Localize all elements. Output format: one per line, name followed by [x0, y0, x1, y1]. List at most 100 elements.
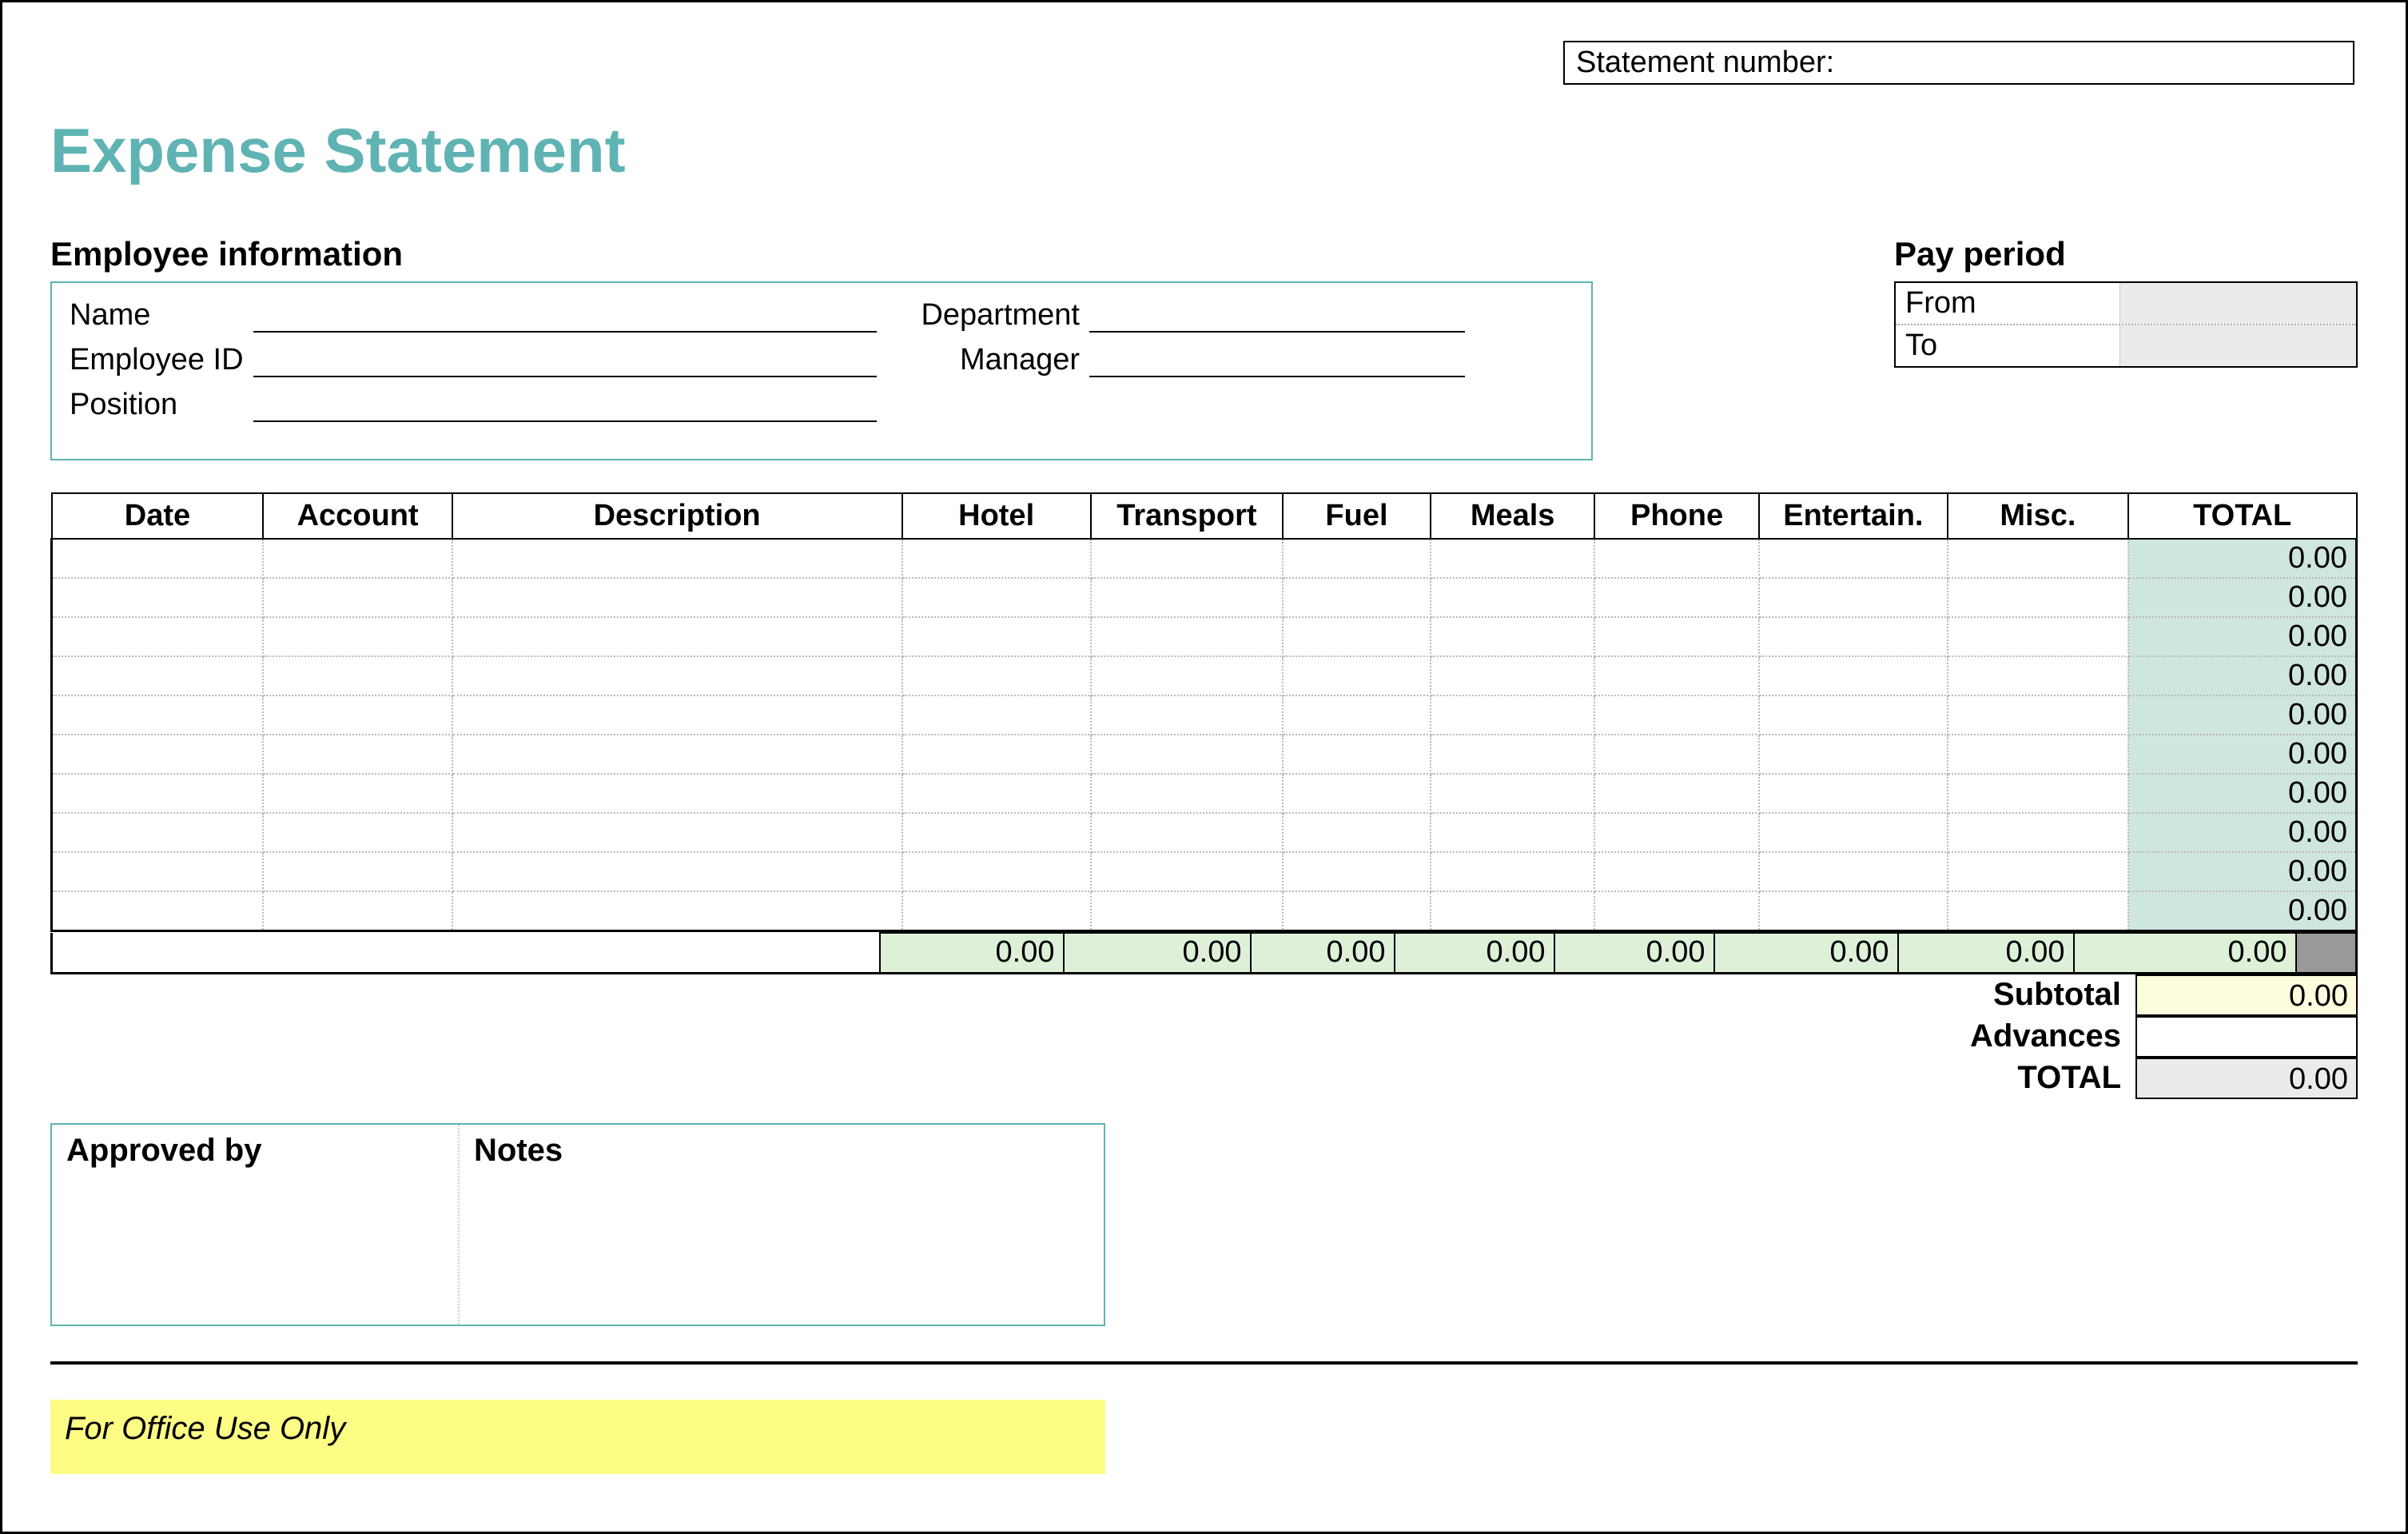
manager-field[interactable] — [1089, 342, 1465, 377]
table-cell[interactable] — [1431, 578, 1594, 617]
table-cell[interactable] — [1948, 852, 2128, 891]
table-cell[interactable] — [1283, 852, 1431, 891]
advances-value[interactable] — [2135, 1016, 2358, 1058]
table-cell[interactable] — [452, 539, 902, 578]
table-cell[interactable] — [452, 735, 902, 774]
table-cell[interactable] — [1594, 695, 1758, 735]
position-field[interactable] — [253, 387, 877, 422]
table-cell[interactable] — [902, 813, 1091, 852]
table-cell[interactable] — [452, 891, 902, 931]
table-cell[interactable] — [452, 578, 902, 617]
table-cell[interactable] — [263, 695, 452, 735]
table-cell[interactable] — [1594, 891, 1758, 931]
table-cell[interactable] — [452, 617, 902, 656]
table-cell[interactable] — [1594, 774, 1758, 813]
table-cell[interactable] — [1283, 774, 1431, 813]
table-cell[interactable] — [1431, 656, 1594, 695]
table-cell[interactable] — [52, 578, 264, 617]
table-cell[interactable] — [1283, 891, 1431, 931]
table-cell[interactable] — [263, 813, 452, 852]
table-cell[interactable] — [1948, 539, 2128, 578]
table-cell[interactable] — [902, 578, 1091, 617]
table-cell[interactable] — [1594, 539, 1758, 578]
table-cell[interactable] — [1091, 852, 1283, 891]
statement-number-box[interactable]: Statement number: — [1563, 41, 2354, 85]
table-cell[interactable] — [1594, 656, 1758, 695]
table-cell[interactable] — [1431, 539, 1594, 578]
table-cell[interactable] — [52, 774, 264, 813]
name-field[interactable] — [253, 297, 877, 333]
table-cell[interactable] — [1431, 813, 1594, 852]
table-cell[interactable] — [1948, 695, 2128, 735]
table-cell[interactable] — [1091, 735, 1283, 774]
table-cell[interactable] — [1759, 617, 1948, 656]
table-cell[interactable] — [52, 891, 264, 931]
table-cell[interactable] — [1091, 774, 1283, 813]
table-cell[interactable] — [1283, 578, 1431, 617]
table-cell[interactable] — [902, 852, 1091, 891]
table-cell[interactable] — [1948, 891, 2128, 931]
table-cell[interactable] — [1759, 539, 1948, 578]
table-cell[interactable] — [1091, 891, 1283, 931]
table-cell[interactable] — [1431, 695, 1594, 735]
table-cell[interactable] — [263, 891, 452, 931]
table-cell[interactable] — [52, 539, 264, 578]
table-cell[interactable] — [902, 891, 1091, 931]
table-cell[interactable] — [1759, 656, 1948, 695]
pay-from-field[interactable] — [2119, 283, 2356, 324]
table-cell[interactable] — [1948, 813, 2128, 852]
table-cell[interactable] — [1283, 617, 1431, 656]
table-cell[interactable] — [1283, 656, 1431, 695]
table-cell[interactable] — [1283, 695, 1431, 735]
table-cell[interactable] — [1594, 813, 1758, 852]
pay-to-field[interactable] — [2119, 325, 2356, 366]
table-cell[interactable] — [263, 617, 452, 656]
table-cell[interactable] — [1091, 578, 1283, 617]
table-cell[interactable] — [452, 813, 902, 852]
table-cell[interactable] — [1431, 617, 1594, 656]
table-cell[interactable] — [1431, 735, 1594, 774]
table-cell[interactable] — [1759, 695, 1948, 735]
table-cell[interactable] — [1091, 656, 1283, 695]
table-cell[interactable] — [52, 617, 264, 656]
table-cell[interactable] — [52, 656, 264, 695]
table-cell[interactable] — [902, 735, 1091, 774]
table-cell[interactable] — [52, 695, 264, 735]
table-cell[interactable] — [452, 852, 902, 891]
table-cell[interactable] — [263, 656, 452, 695]
table-cell[interactable] — [902, 695, 1091, 735]
table-cell[interactable] — [902, 656, 1091, 695]
table-cell[interactable] — [1594, 617, 1758, 656]
table-cell[interactable] — [902, 539, 1091, 578]
employee-id-field[interactable] — [253, 342, 877, 377]
table-cell[interactable] — [263, 852, 452, 891]
table-cell[interactable] — [1759, 735, 1948, 774]
table-cell[interactable] — [1594, 735, 1758, 774]
table-cell[interactable] — [1091, 695, 1283, 735]
table-cell[interactable] — [1948, 578, 2128, 617]
table-cell[interactable] — [52, 735, 264, 774]
table-cell[interactable] — [1759, 852, 1948, 891]
table-cell[interactable] — [1283, 813, 1431, 852]
table-cell[interactable] — [452, 695, 902, 735]
table-cell[interactable] — [263, 735, 452, 774]
table-cell[interactable] — [1594, 852, 1758, 891]
table-cell[interactable] — [902, 617, 1091, 656]
table-cell[interactable] — [1759, 813, 1948, 852]
table-cell[interactable] — [1283, 539, 1431, 578]
table-cell[interactable] — [452, 774, 902, 813]
table-cell[interactable] — [1283, 735, 1431, 774]
table-cell[interactable] — [1759, 578, 1948, 617]
table-cell[interactable] — [1948, 617, 2128, 656]
table-cell[interactable] — [1431, 852, 1594, 891]
table-cell[interactable] — [1091, 617, 1283, 656]
table-cell[interactable] — [263, 578, 452, 617]
table-cell[interactable] — [1091, 539, 1283, 578]
table-cell[interactable] — [1759, 891, 1948, 931]
table-cell[interactable] — [52, 852, 264, 891]
department-field[interactable] — [1089, 297, 1465, 333]
table-cell[interactable] — [1594, 578, 1758, 617]
table-cell[interactable] — [263, 774, 452, 813]
table-cell[interactable] — [52, 813, 264, 852]
table-cell[interactable] — [1948, 735, 2128, 774]
